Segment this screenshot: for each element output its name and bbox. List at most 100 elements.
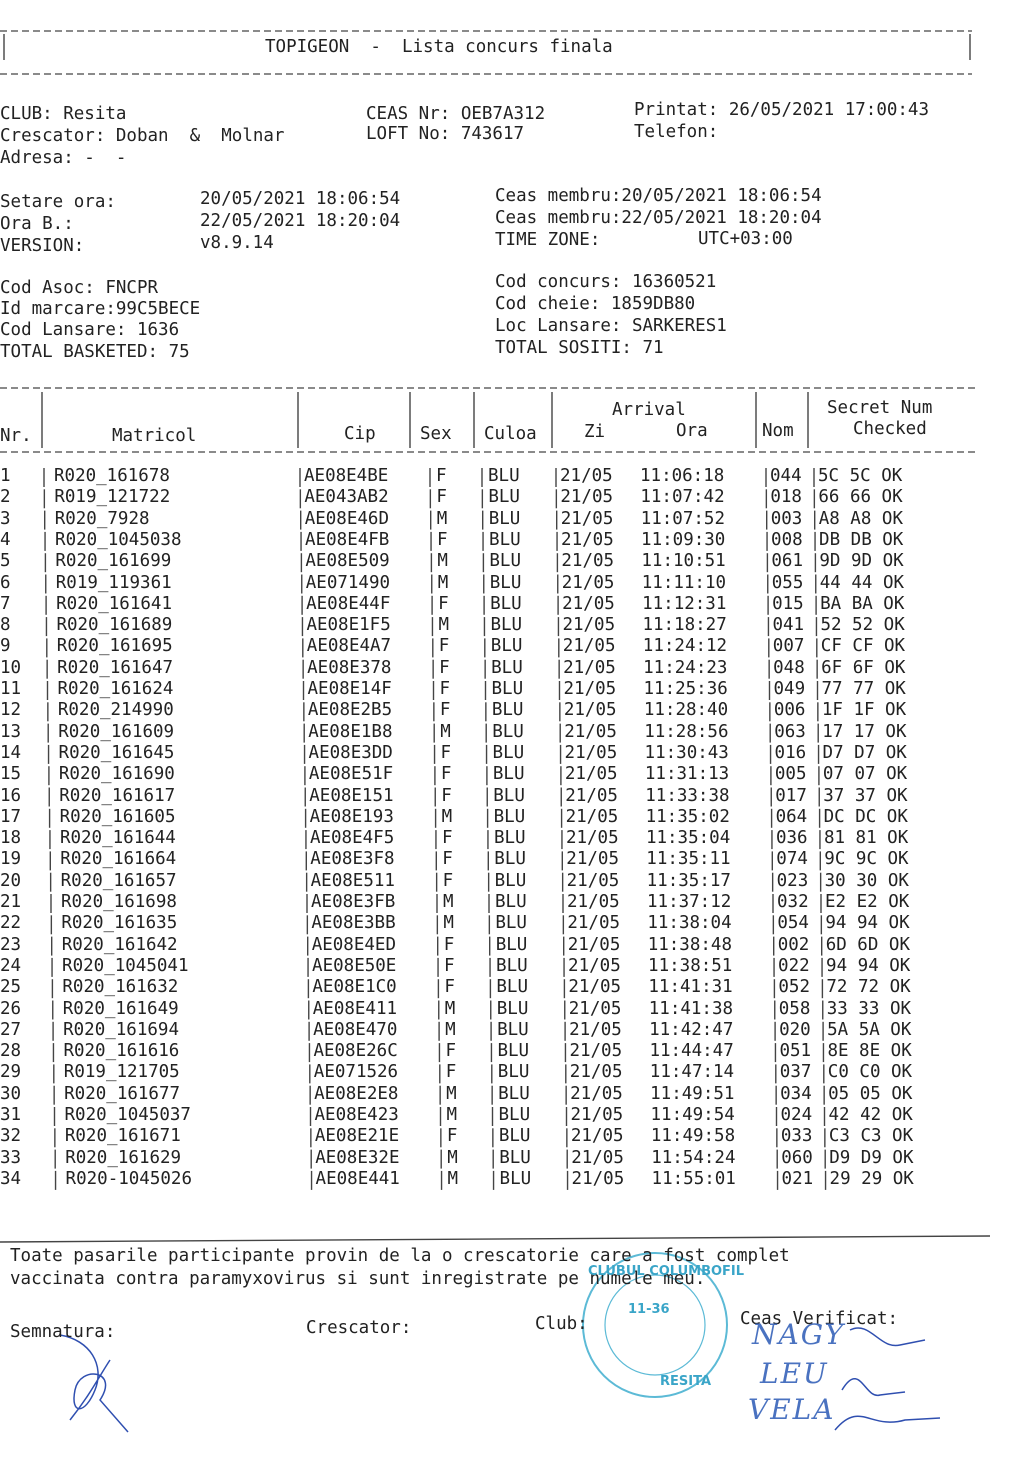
table-cell: 054 bbox=[777, 913, 809, 934]
table-cell: 11:49:54 bbox=[650, 1105, 735, 1125]
table-cell: 9 bbox=[0, 636, 11, 657]
table-cell: M bbox=[440, 721, 451, 742]
table-cell: AE08E21E bbox=[314, 1126, 400, 1147]
table-cell: F bbox=[436, 487, 447, 508]
table-cell: 049 bbox=[773, 679, 806, 699]
table-cell: AE08E44F bbox=[306, 593, 391, 614]
table-cell: R019_121722 bbox=[54, 487, 171, 508]
table-cell: R020-1045026 bbox=[65, 1168, 192, 1189]
table-cell: R020_161677 bbox=[64, 1083, 181, 1104]
table-cell: AE08E26C bbox=[313, 1041, 398, 1062]
declaration: vaccinata contra paramyxovirus si sunt i… bbox=[10, 1269, 706, 1289]
table-cell: 21/05 bbox=[565, 785, 618, 806]
column-header: Sex bbox=[420, 424, 452, 444]
table-cell: 021 bbox=[781, 1168, 814, 1189]
table-cell: R020_161647 bbox=[57, 657, 174, 678]
info-field: Cod concurs: 16360521 bbox=[495, 272, 717, 292]
table-cell: 21/05 bbox=[567, 892, 620, 912]
table-cell: R019_119361 bbox=[55, 572, 172, 593]
table-cell: R020_161642 bbox=[61, 934, 178, 955]
table-cell: 064 bbox=[775, 806, 808, 827]
table-cell: 3 bbox=[0, 508, 11, 529]
table-cell: D7 D7 OK bbox=[822, 742, 907, 763]
table-cell: 11:38:04 bbox=[647, 913, 732, 934]
table-cell: AE08E51F bbox=[308, 764, 394, 785]
table-cell: 041 bbox=[772, 615, 805, 636]
table-cell: 34 bbox=[0, 1168, 22, 1189]
table-cell: 16 bbox=[0, 785, 22, 806]
table-cell: 063 bbox=[774, 721, 806, 742]
table-cell: BLU bbox=[497, 1062, 530, 1083]
table-cell: AE08E4A7 bbox=[306, 636, 392, 657]
table-cell: 8E 8E OK bbox=[827, 1041, 912, 1062]
table-cell: 037 bbox=[779, 1062, 812, 1083]
table-cell: 11:35:17 bbox=[646, 870, 731, 891]
table-cell: F bbox=[439, 679, 451, 699]
table-cell: BLU bbox=[490, 593, 522, 614]
signature-label: Semnatura: bbox=[10, 1322, 116, 1342]
info-field: Ora B.: bbox=[0, 214, 74, 234]
table-cell: R020_161664 bbox=[60, 849, 177, 870]
table-cell: AE08E151 bbox=[309, 785, 394, 806]
info-field: TIME ZONE: bbox=[495, 230, 601, 250]
table-cell: BLU bbox=[490, 636, 523, 657]
table-cell: 016 bbox=[774, 742, 807, 763]
table-cell: R020_161616 bbox=[63, 1041, 180, 1062]
table-cell: R020_161678 bbox=[54, 466, 170, 486]
table-cell: 1 bbox=[0, 466, 11, 486]
table-cell: 21/05 bbox=[571, 1147, 624, 1168]
table-cell: 14 bbox=[0, 742, 22, 763]
table-cell: 94 94 OK bbox=[825, 913, 910, 934]
table-cell: AE08E1C0 bbox=[312, 977, 397, 998]
table-cell: F bbox=[438, 593, 449, 614]
info-field: Printat: 26/05/2021 17:00:43 bbox=[634, 100, 930, 120]
table-cell: R020_161645 bbox=[58, 742, 175, 763]
table-cell: F bbox=[440, 764, 452, 785]
table-cell: 21/05 bbox=[568, 977, 622, 998]
table-cell: F bbox=[439, 700, 451, 721]
table-cell: 21/05 bbox=[567, 913, 621, 934]
table-cell: 9D 9D OK bbox=[819, 551, 904, 572]
table-cell: AE08E50E bbox=[312, 955, 397, 976]
table-cell: 21/05 bbox=[568, 955, 621, 976]
table-cell: CF CF OK bbox=[820, 636, 906, 657]
table-cell: BLU bbox=[492, 721, 524, 742]
table-cell: 19 bbox=[0, 849, 22, 870]
table-cell: BLU bbox=[492, 742, 525, 763]
table-cell: AE08E378 bbox=[307, 657, 392, 678]
table-cell: 26 bbox=[0, 998, 22, 1019]
table-cell: F bbox=[443, 934, 455, 955]
table-cell: 11:10:51 bbox=[641, 551, 726, 572]
info-field: CLUB: Resita bbox=[0, 104, 127, 124]
table-cell: R020_161641 bbox=[56, 593, 172, 614]
table-cell: BLU bbox=[498, 1105, 531, 1125]
table-cell: 002 bbox=[777, 934, 810, 955]
table-cell: 21/05 bbox=[562, 593, 615, 614]
table-cell: 5C 5C OK bbox=[818, 466, 903, 486]
table-cell: R020_7928 bbox=[54, 508, 150, 529]
table-cell: AE08E470 bbox=[313, 1019, 398, 1040]
info-field: 22/05/2021 18:20:04 bbox=[200, 211, 401, 231]
table-cell: BLU bbox=[491, 679, 524, 699]
table-cell: 05 05 OK bbox=[828, 1083, 913, 1104]
table-cell: 32 bbox=[0, 1126, 22, 1147]
info-field: Ceas membru:20/05/2021 18:06:54 bbox=[495, 186, 822, 206]
stamp-text: CLUBUL COLUMBOFIL bbox=[588, 1264, 745, 1279]
table-cell: R020_161690 bbox=[58, 764, 175, 785]
info-field: Telefon: bbox=[634, 122, 719, 142]
table-cell: 11:41:38 bbox=[648, 998, 734, 1019]
column-header: Zi bbox=[584, 422, 606, 442]
table-cell: C0 C0 OK bbox=[827, 1062, 913, 1083]
info-field: Cod Lansare: 1636 bbox=[0, 320, 180, 340]
table-cell: BLU bbox=[492, 764, 525, 785]
table-cell: M bbox=[443, 913, 454, 934]
table-cell: 048 bbox=[773, 657, 805, 678]
table-cell: R020_161699 bbox=[55, 551, 172, 572]
table-cell: 21/05 bbox=[569, 1041, 623, 1062]
table-cell: BA BA OK bbox=[820, 593, 905, 614]
table-cell: 21/05 bbox=[565, 806, 619, 827]
table-cell: 21/05 bbox=[560, 487, 614, 508]
table-cell: BLU bbox=[496, 977, 528, 998]
table-cell: 11:47:14 bbox=[649, 1062, 735, 1083]
table-cell: 2 bbox=[0, 487, 11, 508]
